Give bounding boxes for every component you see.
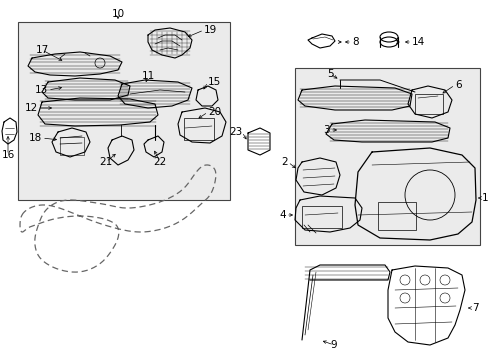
- Bar: [294, 68, 479, 245]
- Bar: [183, 118, 214, 140]
- Text: 10: 10: [111, 9, 124, 19]
- Text: 9: 9: [330, 340, 337, 350]
- Bar: [377, 202, 415, 230]
- Text: 1: 1: [481, 193, 488, 203]
- Text: 23: 23: [228, 127, 242, 137]
- Bar: [302, 206, 341, 228]
- Bar: [414, 94, 442, 114]
- Text: 17: 17: [35, 45, 48, 55]
- Text: 18: 18: [29, 133, 42, 143]
- Text: 16: 16: [1, 150, 15, 160]
- Text: 21: 21: [99, 157, 112, 167]
- Text: 11: 11: [141, 71, 154, 81]
- Bar: [60, 137, 84, 155]
- Text: 3: 3: [323, 125, 329, 135]
- Text: 7: 7: [471, 303, 478, 313]
- Text: 5: 5: [326, 69, 333, 79]
- Text: 8: 8: [351, 37, 358, 47]
- Bar: [18, 22, 229, 200]
- Text: 14: 14: [411, 37, 425, 47]
- Text: 4: 4: [279, 210, 285, 220]
- Text: 19: 19: [203, 25, 217, 35]
- Text: 20: 20: [207, 107, 221, 117]
- Text: 6: 6: [454, 80, 461, 90]
- Text: 15: 15: [207, 77, 221, 87]
- Text: 2: 2: [281, 157, 287, 167]
- Text: 12: 12: [25, 103, 38, 113]
- Text: 13: 13: [35, 85, 48, 95]
- Text: 22: 22: [153, 157, 166, 167]
